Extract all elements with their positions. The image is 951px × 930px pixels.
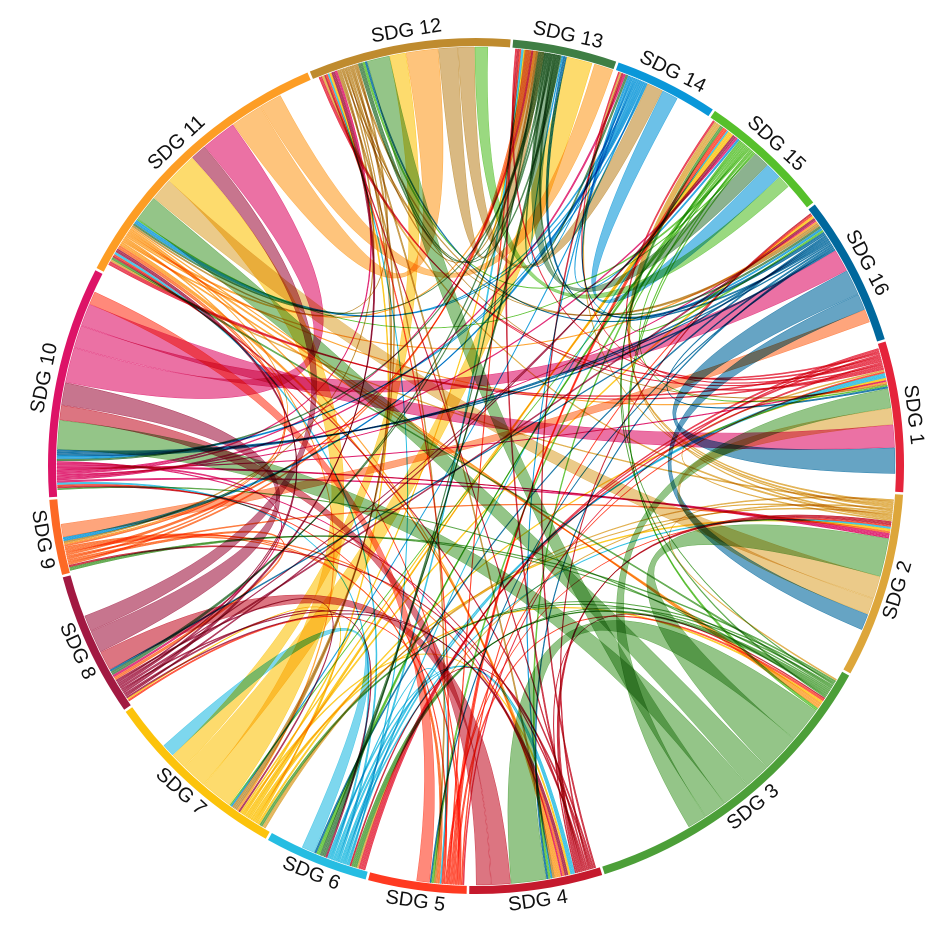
arc-sdg-14 bbox=[615, 62, 713, 117]
chord-sdg-10-thin bbox=[56, 465, 890, 539]
chord-sdg-12-thin bbox=[235, 68, 392, 811]
chord-sdg-11-thin bbox=[63, 229, 289, 545]
chord-sdg-12-thin bbox=[131, 63, 389, 317]
chord-sdg-14-thin bbox=[134, 78, 638, 318]
chord-sdg-14-sdg-15 bbox=[591, 90, 780, 303]
chord-sdg-6-thin bbox=[327, 665, 573, 875]
chord-sdg-6-sdg-7 bbox=[163, 628, 370, 853]
arc-sdg-6 bbox=[267, 833, 368, 880]
chord-sdg-16-thin bbox=[56, 242, 832, 454]
chord-sdg-2-thin bbox=[629, 124, 893, 518]
arc-sdg-7 bbox=[125, 707, 270, 839]
chord-sdg-9-thin bbox=[67, 531, 285, 680]
chord-sdg-12-sdg-13 bbox=[438, 47, 545, 259]
chord-sdg-12-sdg-14 bbox=[458, 46, 663, 269]
chord-sdg-2-thin bbox=[582, 72, 893, 512]
chord-sdg-11-thin bbox=[120, 241, 559, 878]
chord-sdg-6-thin bbox=[342, 518, 891, 864]
chord-sdg-14-thin bbox=[574, 77, 740, 289]
chord-sdg-1-thin bbox=[109, 261, 884, 400]
chord-sdg-14-thin bbox=[135, 81, 645, 317]
chord-sdg-15-thin bbox=[431, 143, 747, 884]
group-arcs bbox=[48, 37, 905, 895]
chord-sdg-8-thin bbox=[120, 610, 567, 876]
chord-sdg-11-sdg-13 bbox=[260, 63, 614, 278]
chord-sdg-10-sdg-1 bbox=[81, 304, 895, 450]
chord-sdg-7-thin bbox=[243, 49, 526, 816]
chord-sdg-7-thin bbox=[250, 607, 823, 821]
arc-sdg-1 bbox=[877, 341, 905, 493]
chord-sdg-7-thin bbox=[247, 132, 732, 819]
chord-sdg-16-thin bbox=[545, 55, 825, 318]
chord-sdg-6-thin bbox=[339, 373, 886, 864]
chord-sdg-10-thin bbox=[56, 466, 890, 538]
chord-sdg-6-thin bbox=[327, 73, 409, 866]
chord-sdg-3-sdg-11 bbox=[137, 197, 768, 786]
chord-sdg-12-thin bbox=[63, 69, 375, 544]
label-sdg-1: SDG 1 bbox=[899, 384, 928, 446]
chord-ribbons bbox=[56, 46, 896, 886]
chord-sdg-16-thin bbox=[547, 56, 826, 319]
chord-sdg-2-thin bbox=[628, 122, 894, 509]
chord-sdg-5-sdg-10 bbox=[89, 291, 435, 883]
chord-sdg-13-sdg-15 bbox=[531, 52, 768, 293]
chord-sdg-13-thin bbox=[357, 52, 549, 263]
chord-sdg-3-thin bbox=[621, 125, 835, 686]
chord-sdg-10-thin bbox=[56, 462, 283, 678]
chord-sdg-1-thin bbox=[320, 76, 884, 387]
arc-sdg-16 bbox=[808, 204, 885, 342]
chord-sdg-8-thin bbox=[117, 136, 736, 685]
arc-sdg-5 bbox=[368, 872, 467, 894]
chord-sdg-2-thin bbox=[321, 75, 893, 520]
chord-sdg-11-sdg-12 bbox=[232, 48, 444, 279]
chord-sdg-2-thin bbox=[262, 507, 893, 828]
chord-sdg-6-thin bbox=[335, 375, 886, 862]
chord-sdg-15-thin bbox=[362, 61, 751, 289]
chord-sdg-8-thin bbox=[126, 613, 569, 876]
chord-sdg-2-thin bbox=[263, 496, 894, 829]
chord-sdg-6-thin bbox=[332, 666, 576, 874]
chord-sdg-7-thin bbox=[244, 216, 815, 818]
arc-sdg-4 bbox=[469, 867, 603, 895]
chord-sdg-11-thin bbox=[119, 243, 562, 877]
chord-sdg-4-thin bbox=[349, 666, 585, 872]
chord-sdg-11-thin bbox=[129, 227, 557, 878]
arc-sdg-12 bbox=[309, 37, 511, 79]
arc-sdg-2 bbox=[843, 494, 904, 674]
chord-sdg-16-thin bbox=[429, 247, 835, 883]
chord-sdg-10-thin bbox=[57, 477, 890, 536]
chord-sdg-4-sdg-10 bbox=[59, 405, 491, 886]
chord-sdg-2-thin bbox=[356, 504, 894, 869]
chord-sdg-16-thin bbox=[56, 238, 830, 456]
chord-sdg-9-sdg-16 bbox=[60, 309, 870, 538]
chord-sdg-15-thin bbox=[136, 152, 756, 329]
chord-sdg-7-thin bbox=[252, 519, 891, 822]
arc-sdg-9 bbox=[49, 499, 70, 575]
chord-sdg-16-thin bbox=[364, 61, 831, 323]
chord-sdg-14-thin bbox=[56, 80, 643, 459]
chord-sdg-16-thin bbox=[534, 245, 834, 880]
chord-sdg-15-sdg-12 bbox=[474, 46, 789, 299]
chord-sdg-9-thin bbox=[65, 536, 443, 884]
chord-sdg-2-thin bbox=[627, 121, 894, 504]
chord-sdg-3-sdg-1 bbox=[616, 388, 892, 828]
chord-sdg-8-sdg-11 bbox=[84, 146, 317, 632]
chord-sdg-14-thin bbox=[62, 79, 642, 540]
chord-sdg-4-thin bbox=[558, 514, 892, 873]
chord-sdg-16-sdg-1 bbox=[672, 270, 896, 474]
arc-sdg-13 bbox=[512, 39, 617, 70]
chord-sdg-1-thin bbox=[108, 262, 882, 397]
arc-sdg-10 bbox=[48, 270, 103, 498]
chord-sdg-4-thin bbox=[505, 48, 583, 872]
arc-sdg-15 bbox=[710, 110, 814, 208]
arc-sdg-8 bbox=[62, 575, 131, 710]
chord-sdg-1-thin bbox=[625, 120, 885, 391]
chord-sdg-4-thin bbox=[553, 613, 826, 874]
chord-sdg-9-thin bbox=[64, 533, 441, 884]
chord-sdg-3-sdg-2 bbox=[646, 524, 889, 768]
chord-sdg-8-sdg-10 bbox=[61, 382, 280, 653]
